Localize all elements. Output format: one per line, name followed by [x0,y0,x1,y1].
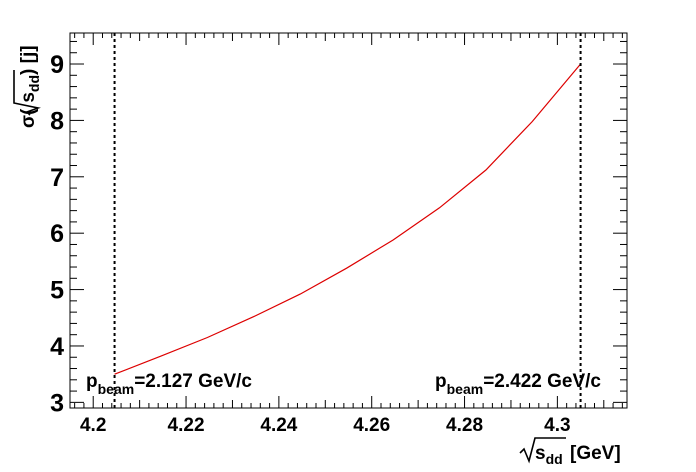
y-axis-sqrt-sign [13,70,41,116]
svg-text:σ(sdd) [j]: σ(sdd) [j] [18,45,42,128]
y-tick-label: 5 [50,277,64,305]
x-tick-label: 4.22 [168,415,205,436]
y-tick-label: 8 [50,107,64,135]
annotation-left: pbeam=2.127 GeV/c [86,371,252,397]
y-tick-label: 3 [50,389,64,417]
plot-frame [69,32,628,409]
y-axis-title: σ(sdd) [j] [13,45,42,128]
x-axis-title: sdd [GeV] [519,437,621,467]
y-tick-label: 7 [50,164,64,192]
x-tick-label: 4.24 [260,415,297,436]
x-tick-label: 4.2 [80,415,106,436]
y-tick-label: 9 [50,51,64,79]
annotation-right: pbeam=2.422 GeV/c [435,371,601,397]
svg-text:sdd: sdd [535,443,563,467]
y-tick-label: 6 [50,220,64,248]
x-tick-label: 4.26 [353,415,390,436]
x-tick-label: 4.3 [544,415,570,436]
x-axis-sqrt-sign [519,437,566,464]
svg-text:[GeV]: [GeV] [570,443,621,464]
series-line [114,63,582,375]
y-tick-label: 4 [50,333,64,361]
x-tick-label: 4.28 [446,415,483,436]
